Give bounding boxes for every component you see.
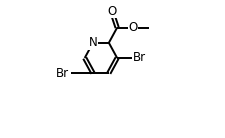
- Text: O: O: [106, 5, 116, 18]
- Text: O: O: [128, 21, 137, 34]
- Text: Br: Br: [133, 51, 146, 64]
- Text: N: N: [88, 36, 97, 49]
- Text: Br: Br: [56, 67, 69, 80]
